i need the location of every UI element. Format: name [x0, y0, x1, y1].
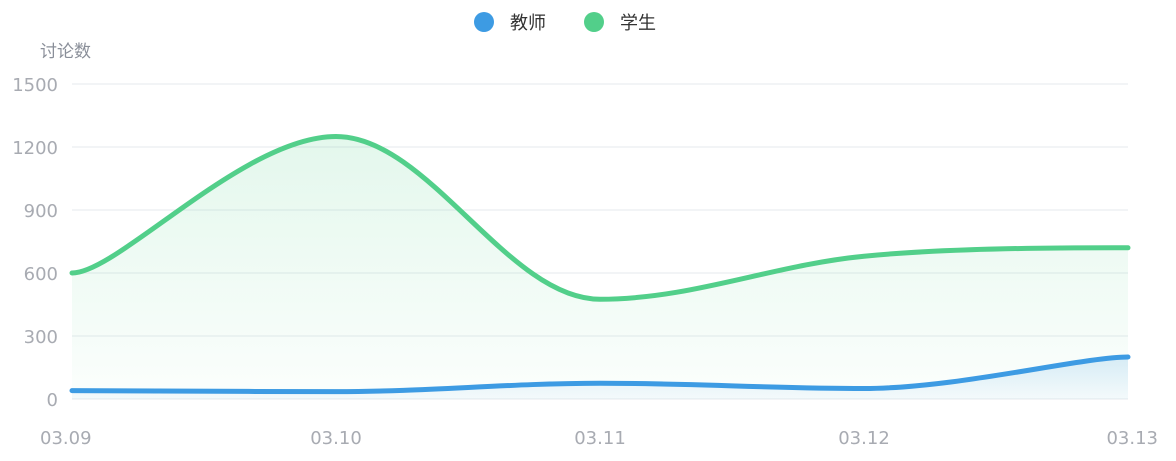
x-tick-label: 03.09 [40, 428, 92, 449]
series-line-0 [69, 354, 1131, 395]
legend: 教师 学生 [474, 12, 656, 34]
legend-label: 教师 [510, 13, 546, 34]
y-tick-label: 300 [24, 327, 58, 348]
legend-item[interactable]: 教师 [474, 12, 546, 34]
x-axis-ticks: 03.09 03.10 03.11 03.12 03.13 [40, 428, 1158, 449]
y-tick-label: 900 [24, 201, 58, 222]
y-axis-ticks: 0 300 600 900 1200 1500 [12, 75, 58, 411]
series-lines [69, 134, 1131, 395]
legend-marker [474, 12, 494, 32]
y-tick-label: 1500 [12, 75, 58, 96]
series-line-1 [69, 134, 1131, 302]
legend-item[interactable]: 学生 [584, 12, 656, 34]
x-tick-label: 03.13 [1106, 428, 1158, 449]
y-tick-label: 1200 [12, 138, 58, 159]
x-tick-label: 03.12 [838, 428, 890, 449]
legend-label: 学生 [620, 13, 656, 34]
y-tick-label: 0 [47, 390, 58, 411]
x-tick-label: 03.11 [574, 428, 626, 449]
series-area-1 [72, 136, 1128, 399]
legend-marker [584, 12, 604, 32]
y-axis-label: 讨论数 [40, 42, 91, 62]
x-tick-label: 03.10 [310, 428, 362, 449]
y-tick-label: 600 [24, 264, 58, 285]
